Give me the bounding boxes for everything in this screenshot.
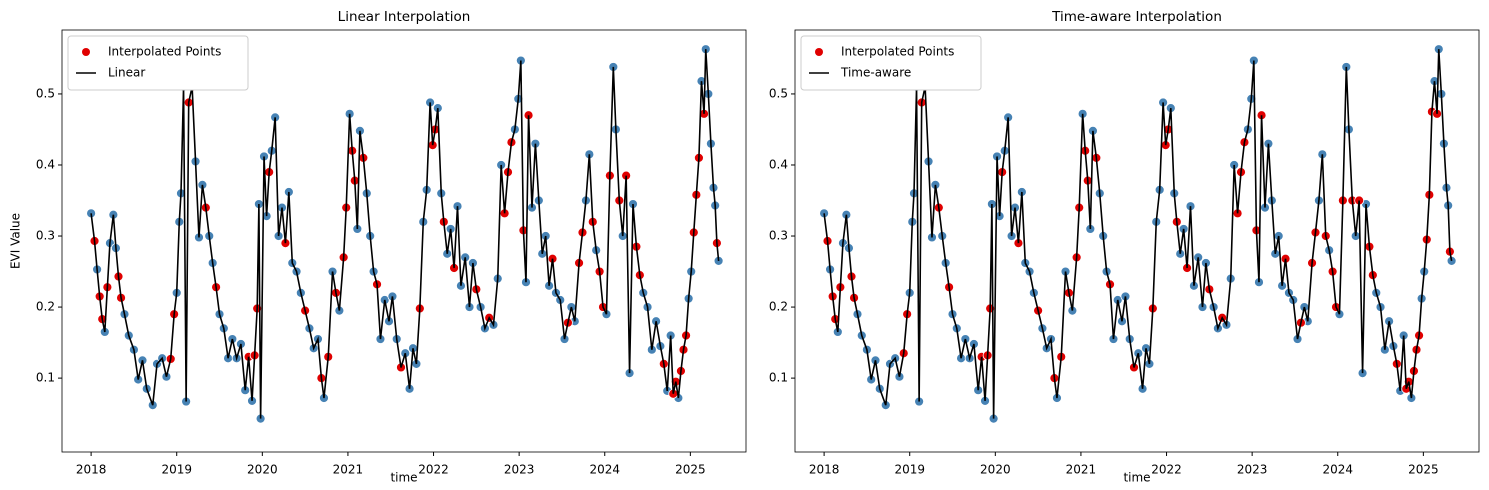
x-tick-label: 2020 (247, 463, 278, 477)
legend-label: Interpolated Points (841, 45, 954, 59)
x-tick-label: 2020 (980, 463, 1011, 477)
y-tick-label: 0.3 (36, 229, 55, 243)
legend-label: Time-aware (840, 66, 911, 80)
y-tick-label: 0.2 (769, 300, 788, 314)
y-tick-label: 0.4 (36, 157, 55, 171)
x-tick-label: 2024 (1322, 463, 1353, 477)
x-tick-label: 2025 (675, 463, 706, 477)
chart-title: Time-aware Interpolation (1051, 9, 1222, 25)
axes-frame (61, 29, 747, 453)
x-tick-label: 2018 (76, 463, 107, 477)
x-tick-label: 2022 (418, 463, 449, 477)
y-tick-label: 0.4 (769, 157, 788, 171)
y-tick-label: 0.5 (769, 86, 788, 100)
legend-label: Interpolated Points (108, 45, 221, 59)
y-axis-label: EVI Value (9, 213, 23, 269)
chart: 2018 2019 2020 2021 2022 2023 2024 2025 0.1 0.2 0.… (9, 9, 747, 485)
x-tick-label: 2022 (1151, 463, 1182, 477)
x-tick-label: 2021 (333, 463, 364, 477)
y-tick-label: 0.3 (769, 229, 788, 243)
plot (86, 44, 724, 424)
chart: 2018 2019 2020 2021 2022 2023 2024 2025 0.1 0.2 0.… (769, 9, 1480, 485)
plot-area (62, 30, 746, 452)
legend-box (67, 35, 249, 91)
x-tick-label: 2024 (589, 463, 620, 477)
line (90, 49, 720, 419)
legend-marker (82, 48, 90, 56)
x-axis-label: time (390, 471, 417, 485)
y-tick-label: 0.1 (36, 371, 55, 385)
legend-box (800, 35, 982, 91)
legend-marker (815, 48, 823, 56)
x-tick-label: 2018 (809, 463, 840, 477)
x-tick-label: 2023 (1237, 463, 1268, 477)
plot (819, 44, 1457, 424)
y-tick-label: 0.1 (769, 371, 788, 385)
axes-frame (794, 29, 1480, 453)
point (1446, 255, 1457, 266)
x-tick-label: 2019 (894, 463, 925, 477)
chart-title: Linear Interpolation (338, 9, 471, 25)
legend-label: Linear (108, 66, 145, 80)
x-tick-label: 2025 (1408, 463, 1439, 477)
x-tick-label: 2019 (161, 463, 192, 477)
x-tick-label: 2023 (504, 463, 535, 477)
x-tick-label: 2021 (1066, 463, 1097, 477)
y-tick-label: 0.2 (36, 300, 55, 314)
line (823, 49, 1453, 419)
y-tick-label: 0.5 (36, 86, 55, 100)
plot-area (795, 30, 1479, 452)
x-axis-label: time (1123, 471, 1150, 485)
